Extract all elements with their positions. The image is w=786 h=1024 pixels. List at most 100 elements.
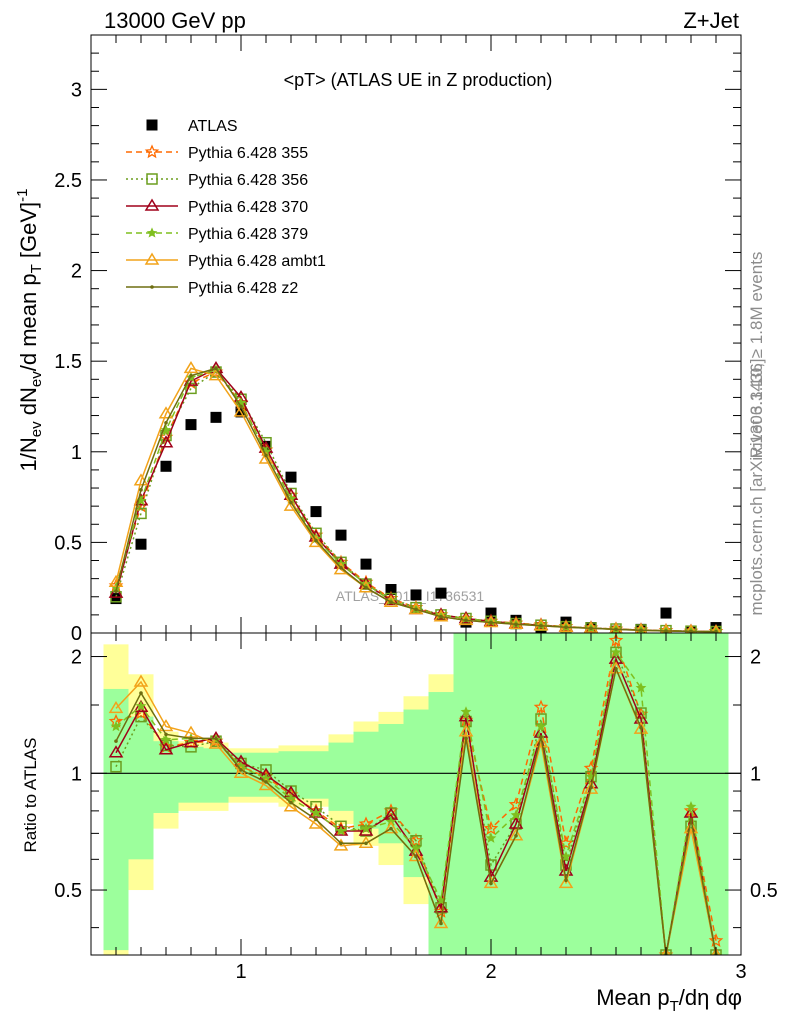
ratio-point-pythia-6-428-356 [110,760,122,773]
ratio-point-pythia-6-428-379 [110,720,122,732]
main-panel: 0 0.5 1 1.5 2 2.5 3 ATLAS_2019_I1736531 <pT> (… [14,34,742,645]
ratio-point-pythia-6-428-355 [608,633,624,647]
ratio-point-pythia-6-428-z2 [289,800,293,805]
data-point-pythia-6-428-ambt1 [660,623,672,633]
data-point-atlas [335,529,347,541]
ratio-point-pythia-6-428-379 [460,706,472,717]
legend-label-pythia-6-428-z2: Pythia 6.428 z2 [188,280,298,297]
ratio-point-pythia-6-428-z2 [539,735,543,739]
ratio-point-pythia-6-428-379 [560,850,572,862]
ratio-point-pythia-6-428-z2 [639,726,643,730]
ratio-point-pythia-6-428-ambt1 [108,700,124,714]
data-point-pythia-6-428-z2 [589,626,593,631]
ratio-point-pythia-6-428-z2 [614,666,618,671]
ratio-point-pythia-6-428-z2 [389,826,393,831]
data-point-pythia-6-428-ambt1 [508,616,524,630]
ratio-inner-band [328,742,354,811]
ratio-point-pythia-6-428-379 [160,734,172,745]
ratio-point-pythia-6-428-z2 [489,881,493,886]
ratio-point-pythia-6-428-379 [485,832,497,843]
ratio-point-pythia-6-428-ambt1 [383,821,399,834]
data-point-pythia-6-428-ambt1 [533,618,549,631]
ratio-point-pythia-6-428-370 [358,823,374,836]
legend-label-pythia-6-428-356: Pythia 6.428 356 [188,172,308,189]
legend-marker-atlas [146,119,158,131]
data-point-pythia-6-428-z2 [664,629,668,633]
ratio-point-pythia-6-428-z2 [564,878,568,883]
data-point-pythia-6-428-ambt1 [283,498,299,511]
ratio-point-pythia-6-428-ambt1 [533,735,549,748]
ratio-inner-band [303,751,329,799]
data-point-pythia-6-428-ambt1 [583,620,599,633]
data-point-pythia-6-428-z2 [364,585,368,590]
ratio-inner-band [178,746,204,803]
data-point-pythia-6-428-z2 [414,607,418,612]
data-point-pythia-6-428-ambt1 [685,623,697,633]
legend-marker-pythia-6-428-379 [146,227,158,238]
ratio-point-pythia-6-428-355 [708,933,724,947]
ratio-point-pythia-6-428-z2 [114,739,118,743]
ratio-y-tick-label-right: 0.5 [750,880,778,902]
ratio-point-pythia-6-428-z2 [189,736,193,741]
ratio-point-pythia-6-428-370 [158,742,174,755]
ratio-point-pythia-6-428-379 [610,646,622,657]
legend-label-pythia-6-428-370: Pythia 6.428 370 [188,199,308,216]
ratio-point-pythia-6-428-355 [533,699,549,714]
data-point-pythia-6-428-z2 [689,629,693,633]
ratio-point-pythia-6-428-z2 [164,732,168,737]
ratio-point-pythia-6-428-z2 [414,854,418,859]
data-point-pythia-6-428-ambt1 [183,360,199,374]
data-point-pythia-6-428-z2 [189,373,193,378]
data-point-pythia-6-428-z2 [439,614,443,619]
ratio-point-pythia-6-428-379 [510,809,522,820]
data-point-pythia-6-428-z2 [264,453,268,458]
ratio-y-tick-label-right: 2 [750,647,761,669]
ratio-point-pythia-6-428-ambt1 [608,661,624,674]
ratio-point-pythia-6-428-379 [335,825,347,836]
ratio-point-pythia-6-428-z2 [464,736,468,741]
data-point-pythia-6-428-z2 [114,589,118,594]
data-point-pythia-6-428-z2 [514,622,518,627]
x-tick-label: 1 [235,961,246,983]
ratio-y-tick-label: 1 [71,763,82,785]
data-point-atlas [285,471,297,483]
ratio-point-pythia-6-428-z2 [139,691,143,695]
mcplots-info: mcplots.cern.ch [arXiv:1306.3436] [747,358,766,615]
ratio-inner-band [578,633,604,955]
data-point-pythia-6-428-356 [135,507,147,520]
legend-label-pythia-6-428-355: Pythia 6.428 355 [188,145,308,162]
data-point-pythia-6-428-z2 [314,538,318,543]
ratio-line-pythia-6-428-356 [115,649,717,955]
data-point-pythia-6-428-z2 [464,618,468,623]
data-point-pythia-6-428-z2 [539,623,543,628]
legend-marker-pythia-6-428-356 [146,173,158,185]
ratio-point-pythia-6-428-z2 [264,780,268,784]
rivet-info: Rivet 3.1.10, ≥ 1.8M events [747,252,766,459]
data-point-pythia-6-428-z2 [339,565,343,570]
data-point-atlas [385,584,397,596]
data-point-pythia-6-428-ambt1 [333,562,349,575]
ratio-point-pythia-6-428-370 [683,805,699,818]
ratio-point-pythia-6-428-z2 [589,785,593,790]
ratio-point-pythia-6-428-ambt1 [661,947,671,955]
data-point-pythia-6-428-z2 [714,629,718,633]
data-point-atlas [660,607,672,619]
ratio-point-pythia-6-428-370 [108,745,124,758]
legend-label-pythia-6-428-ambt1: Pythia 6.428 ambt1 [188,253,326,270]
main-y-tick-label: 1 [71,442,82,464]
data-point-pythia-6-428-z2 [489,620,493,625]
legend: ATLAS Pythia 6.428 355 Pythia 6.428 356 Pyt… [126,118,326,297]
data-point-pythia-6-428-z2 [639,628,643,633]
data-point-pythia-6-428-z2 [614,627,618,632]
data-point-atlas [135,538,147,550]
data-point-atlas [310,506,322,518]
ratio-point-pythia-6-428-379 [310,807,322,818]
main-y-tick-label: 0.5 [54,532,82,554]
ratio-axes: 0.5 0.5 1 1 2 2 1 2 3 [54,633,778,983]
data-point-pythia-6-428-370 [158,435,174,448]
ratio-point-pythia-6-428-ambt1 [458,724,474,737]
ratio-point-pythia-6-428-ambt1 [683,821,699,834]
data-point-pythia-6-428-z2 [239,404,243,409]
data-point-pythia-6-428-z2 [289,500,293,505]
data-point-atlas [435,587,447,599]
